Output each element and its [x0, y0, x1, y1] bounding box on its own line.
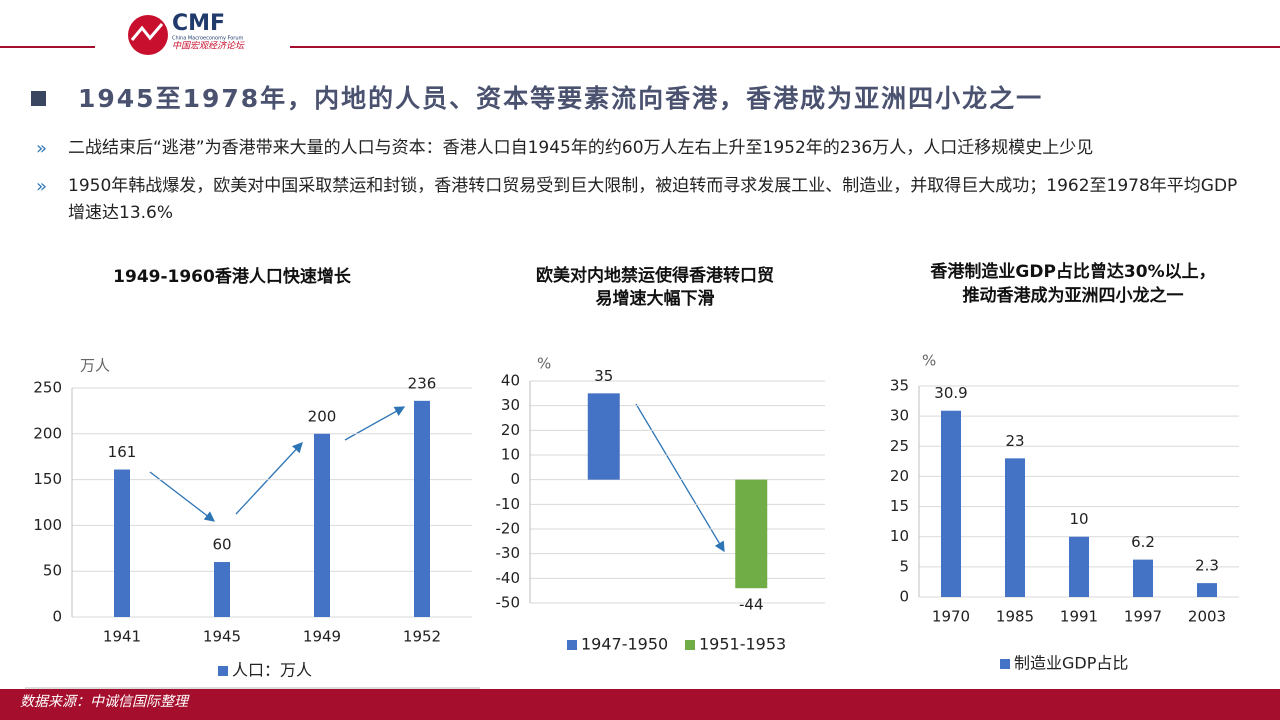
x-tick-label: 1970 [932, 608, 970, 626]
x-tick-label: 1941 [103, 628, 141, 646]
bar [1133, 559, 1153, 597]
bullet-text: 二战结束后“逃港”为香港带来大量的人口与资本：香港人口自1945年的约60万人左… [68, 138, 1094, 158]
y-tick-label: 0 [510, 470, 520, 488]
value-label: 6.2 [1131, 533, 1155, 551]
y-tick-label: 20 [501, 421, 520, 439]
legend-label: 制造业GDP占比 [1014, 654, 1128, 673]
legend-swatch [218, 666, 228, 676]
bullet-icon: » [36, 138, 48, 159]
y-tick-label: 100 [33, 516, 62, 534]
y-tick-label: 250 [33, 379, 62, 397]
value-label: 60 [212, 536, 231, 554]
bar [314, 433, 330, 617]
y-tick-label: 40 [501, 372, 520, 390]
y-tick-label: 0 [52, 608, 62, 626]
y-tick-label: 35 [890, 377, 909, 395]
value-label: 236 [408, 374, 437, 392]
chart-title: 推动香港成为亚洲四小龙之一 [963, 285, 1184, 306]
bar [735, 479, 768, 589]
y-axis-label: % [537, 355, 551, 373]
legend-label: 1947-1950 [581, 635, 668, 654]
y-tick-label: -20 [496, 520, 521, 538]
y-tick-label: 25 [890, 437, 909, 455]
legend-swatch [1000, 659, 1010, 669]
y-tick-label: 30 [890, 407, 909, 425]
arrow [149, 471, 216, 522]
y-tick-label: 10 [501, 446, 520, 464]
chart-title: 1949-1960香港人口快速增长 [113, 266, 352, 287]
arrow [635, 403, 725, 553]
legend-swatch [567, 640, 577, 650]
x-tick-label: 2003 [1188, 608, 1226, 626]
value-label: 30.9 [934, 384, 967, 402]
y-tick-label: 30 [501, 396, 520, 414]
y-axis-label: 万人 [80, 357, 110, 375]
value-label: 200 [308, 407, 337, 425]
value-label: 2.3 [1195, 557, 1219, 575]
bar [587, 393, 620, 480]
chart-title: 香港制造业GDP占比曾达30%以上， [930, 261, 1215, 282]
legend-label: 人口：万人 [232, 661, 312, 680]
bar [1005, 458, 1025, 597]
bar [214, 562, 230, 617]
y-tick-label: 10 [890, 527, 909, 545]
y-tick-label: 20 [890, 467, 909, 485]
bar [1197, 583, 1217, 597]
y-tick-label: -30 [496, 544, 521, 562]
logo-sub: China Macroeconomy Forum [172, 36, 244, 42]
y-tick-label: 50 [43, 562, 62, 580]
legend-swatch [685, 640, 695, 650]
source: 数据来源：中诚信国际整理 [20, 694, 190, 710]
logo-text: CMF [172, 11, 225, 36]
value-label: 35 [594, 367, 613, 385]
bar [414, 400, 430, 617]
slide-title: 1945至1978年，内地的人员、资本等要素流向香港，香港成为亚洲四小龙之一 [78, 84, 1043, 113]
y-tick-label: 150 [33, 470, 62, 488]
chart-title: 易增速大幅下滑 [596, 288, 715, 309]
x-tick-label: 1949 [303, 628, 341, 646]
y-tick-label: -40 [496, 569, 521, 587]
footer-band [0, 689, 1280, 720]
arrow [235, 442, 303, 515]
bar [1069, 536, 1089, 597]
y-tick-label: 15 [890, 497, 909, 515]
value-label: -44 [739, 596, 764, 614]
title-bullet [31, 91, 46, 106]
x-tick-label: 1985 [996, 608, 1034, 626]
bullet-text: 1950年韩战爆发，欧美对中国采取禁运和封锁，香港转口贸易受到巨大限制，被迫转而… [68, 176, 1238, 223]
x-tick-label: 1945 [203, 628, 241, 646]
bullet-icon: » [36, 176, 48, 197]
bar [114, 469, 130, 617]
y-tick-label: 5 [899, 557, 909, 575]
y-tick-label: 0 [899, 588, 909, 606]
x-tick-label: 1997 [1124, 608, 1162, 626]
value-label: 10 [1069, 510, 1088, 528]
y-tick-label: 200 [33, 424, 62, 442]
y-tick-label: -50 [496, 594, 521, 612]
bar [941, 410, 961, 597]
chart-title: 欧美对内地禁运使得香港转口贸 [536, 265, 774, 286]
x-tick-label: 1952 [403, 628, 441, 646]
legend-label: 1951-1953 [699, 635, 786, 654]
value-label: 23 [1005, 432, 1024, 450]
arrow [344, 406, 406, 441]
y-tick-label: -10 [496, 495, 521, 513]
logo-cn: 中国宏观经济论坛 [172, 41, 245, 52]
x-tick-label: 1991 [1060, 608, 1098, 626]
y-axis-label: % [922, 352, 936, 370]
logo-icon-line [130, 23, 164, 41]
value-label: 161 [108, 443, 137, 461]
